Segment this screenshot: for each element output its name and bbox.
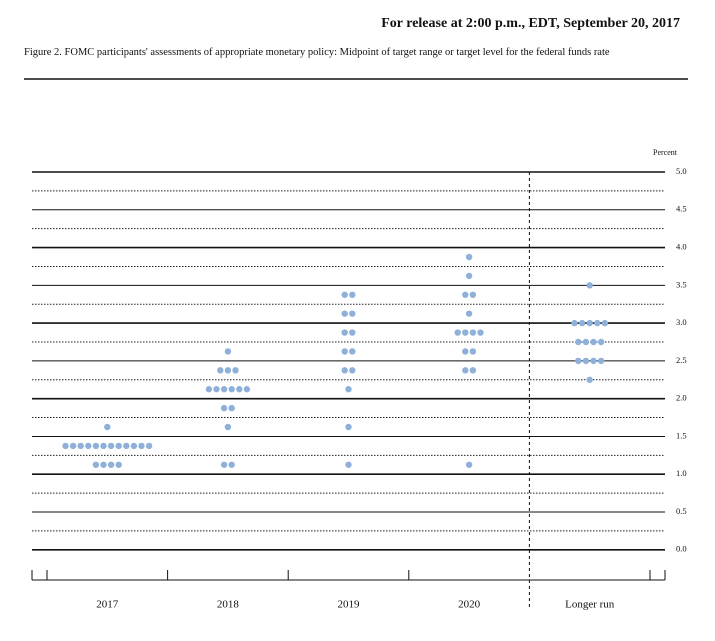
dot: [465, 461, 473, 468]
dot: [115, 461, 122, 468]
dot: [594, 319, 601, 327]
y-tick-label: 2.0: [676, 393, 687, 403]
dot: [469, 329, 477, 336]
dot: [349, 367, 356, 374]
dot: [104, 423, 111, 431]
dot: [469, 348, 477, 355]
dot: [205, 386, 213, 393]
dot: [107, 461, 115, 468]
y-tick-label: 0.5: [676, 506, 687, 516]
figure-caption: Figure 2. FOMC participants' assessments…: [24, 47, 610, 58]
y-tick-label: 4.5: [676, 204, 687, 214]
dot: [228, 461, 235, 468]
caption-box: Figure 2. FOMC participants' assessments…: [24, 47, 610, 58]
y-tick-label: 3.5: [676, 279, 687, 289]
dot: [465, 272, 473, 280]
dot: [597, 338, 605, 346]
dot: [220, 404, 228, 412]
dot: [597, 357, 605, 365]
dot: [341, 291, 348, 298]
dot: [243, 386, 251, 393]
dot: [228, 404, 235, 412]
dot: [477, 329, 484, 336]
dot: [145, 442, 153, 450]
dot: [224, 348, 232, 355]
dot: [224, 367, 232, 374]
dot: [107, 442, 115, 450]
dot: [590, 357, 597, 365]
dot: [92, 461, 100, 468]
y-axis-label: Percent: [653, 148, 678, 157]
x-tick-label: 2019: [338, 599, 361, 611]
dot: [462, 291, 469, 298]
y-tick-label: 1.0: [676, 468, 687, 478]
dot: [341, 329, 348, 336]
y-tick-label: 0.0: [676, 544, 687, 554]
dot: [69, 442, 77, 450]
y-tick-label: 2.5: [676, 355, 687, 365]
dot: [62, 442, 69, 450]
release-header: For release at 2:00 p.m., EDT, September…: [381, 16, 680, 31]
dot: [92, 442, 100, 450]
dot: [469, 291, 477, 298]
dot: [228, 386, 235, 393]
y-tick-label: 3.0: [676, 317, 687, 327]
dot: [77, 442, 84, 450]
y-tick-label: 1.5: [676, 430, 687, 440]
dot: [100, 442, 107, 450]
y-tick-label: 4.0: [676, 242, 687, 252]
dot: [586, 282, 593, 289]
dot: [586, 319, 593, 327]
dot: [345, 461, 352, 468]
dot: [349, 348, 356, 355]
dot: [123, 442, 130, 450]
x-tick-label: Longer run: [565, 599, 615, 611]
dot: [469, 367, 477, 374]
x-tick-label: 2020: [458, 599, 481, 611]
dot: [213, 386, 220, 393]
dot: [85, 442, 92, 450]
dot: [220, 386, 228, 393]
dot: [341, 310, 348, 317]
dot: [236, 386, 243, 393]
dot: [462, 367, 469, 374]
dot: [349, 291, 356, 298]
dot: [462, 348, 469, 355]
dot: [349, 329, 356, 336]
dot: [590, 338, 597, 346]
dot: [217, 367, 224, 374]
dot: [341, 348, 348, 355]
dot: [100, 461, 107, 468]
dot: [138, 442, 145, 450]
dot: [465, 253, 473, 261]
dot: [586, 376, 593, 383]
dot: [224, 423, 232, 431]
dot: [571, 319, 578, 327]
dot: [349, 310, 356, 317]
y-tick-label: 5.0: [676, 166, 687, 176]
dot: [232, 367, 239, 374]
x-tick-label: 2017: [96, 599, 119, 611]
dot: [345, 386, 352, 393]
dot: [130, 442, 138, 450]
dot: [575, 357, 582, 365]
dot: [345, 423, 352, 431]
dot: [462, 329, 469, 336]
dot: [454, 329, 461, 336]
x-tick-label: 2018: [217, 599, 240, 611]
dot: [575, 338, 582, 346]
dot: [115, 442, 122, 450]
dot: [601, 319, 609, 327]
dot: [465, 310, 473, 317]
dot: [578, 319, 586, 327]
dot: [582, 357, 590, 365]
dot: [341, 367, 348, 374]
dot: [582, 338, 590, 346]
dot: [220, 461, 228, 468]
